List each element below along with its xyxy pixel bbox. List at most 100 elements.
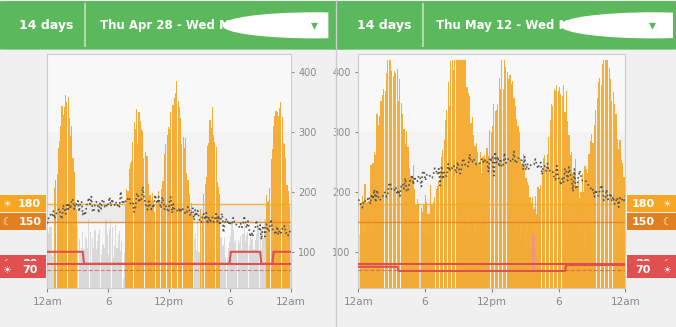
FancyBboxPatch shape: [621, 193, 676, 215]
Bar: [603, 60, 604, 312]
Bar: [544, 155, 546, 312]
Bar: [571, 152, 572, 312]
Bar: [602, 64, 603, 312]
Bar: [501, 60, 502, 312]
Bar: [579, 198, 580, 312]
FancyBboxPatch shape: [0, 1, 351, 50]
Bar: [76, 246, 77, 312]
Bar: [132, 142, 133, 312]
Bar: [529, 209, 531, 312]
Bar: [479, 218, 480, 312]
Bar: [598, 219, 599, 312]
Bar: [610, 79, 611, 312]
Bar: [360, 227, 362, 312]
Bar: [527, 182, 528, 312]
Bar: [145, 238, 146, 312]
Bar: [578, 229, 579, 312]
Bar: [427, 214, 429, 312]
Bar: [476, 221, 477, 312]
Bar: [190, 244, 191, 312]
Bar: [513, 220, 514, 312]
Bar: [612, 225, 614, 312]
Bar: [596, 98, 598, 312]
Bar: [202, 214, 203, 312]
Bar: [454, 244, 456, 312]
Bar: [55, 180, 56, 312]
Bar: [468, 93, 469, 312]
FancyBboxPatch shape: [621, 259, 676, 280]
Bar: [563, 85, 564, 312]
Bar: [195, 233, 196, 312]
Bar: [564, 229, 566, 312]
Bar: [499, 227, 500, 312]
Bar: [214, 244, 216, 312]
Bar: [434, 222, 435, 312]
Bar: [550, 229, 551, 312]
Bar: [410, 231, 411, 312]
Bar: [164, 154, 165, 312]
Bar: [485, 220, 486, 312]
Bar: [510, 229, 512, 312]
Bar: [191, 203, 192, 312]
Bar: [523, 236, 524, 312]
Bar: [492, 127, 493, 312]
Bar: [137, 251, 139, 312]
Bar: [437, 185, 438, 312]
Bar: [470, 220, 472, 312]
Bar: [368, 201, 370, 312]
Bar: [567, 224, 569, 312]
FancyBboxPatch shape: [621, 211, 676, 232]
Text: 180: 180: [18, 199, 41, 209]
Bar: [406, 209, 407, 312]
Bar: [163, 181, 164, 312]
Bar: [65, 231, 66, 312]
Bar: [541, 172, 543, 312]
Bar: [406, 131, 407, 312]
Bar: [143, 158, 145, 312]
Bar: [488, 226, 489, 312]
Bar: [446, 110, 448, 312]
Bar: [247, 232, 248, 312]
Bar: [425, 235, 426, 312]
Bar: [378, 125, 379, 312]
Bar: [589, 236, 591, 312]
Bar: [68, 96, 69, 312]
Bar: [48, 233, 49, 312]
Bar: [368, 213, 370, 312]
Bar: [431, 205, 433, 312]
Bar: [186, 224, 187, 312]
Bar: [186, 173, 187, 312]
Bar: [551, 207, 552, 312]
Bar: [473, 135, 475, 312]
Bar: [606, 242, 607, 312]
Bar: [110, 219, 112, 312]
Bar: [583, 192, 584, 312]
Bar: [72, 262, 74, 312]
Bar: [199, 254, 201, 312]
Bar: [582, 174, 583, 312]
Bar: [371, 230, 372, 312]
Bar: [579, 211, 580, 312]
Bar: [104, 248, 105, 312]
Bar: [207, 146, 208, 312]
Bar: [57, 219, 59, 312]
Bar: [438, 225, 439, 312]
Bar: [193, 239, 195, 312]
Bar: [525, 246, 527, 312]
Bar: [506, 72, 508, 312]
Bar: [47, 132, 291, 204]
Bar: [197, 219, 198, 312]
Bar: [169, 129, 170, 312]
Bar: [154, 236, 155, 312]
Bar: [543, 158, 544, 312]
Bar: [69, 118, 70, 312]
Bar: [128, 257, 130, 312]
Bar: [398, 244, 399, 312]
Text: Thu Apr 28 - Wed May 11, 2016: Thu Apr 28 - Wed May 11, 2016: [99, 19, 308, 32]
Bar: [377, 114, 378, 312]
Bar: [518, 132, 520, 312]
Bar: [604, 60, 606, 312]
Bar: [429, 214, 430, 312]
Bar: [441, 157, 442, 312]
Bar: [266, 196, 267, 312]
